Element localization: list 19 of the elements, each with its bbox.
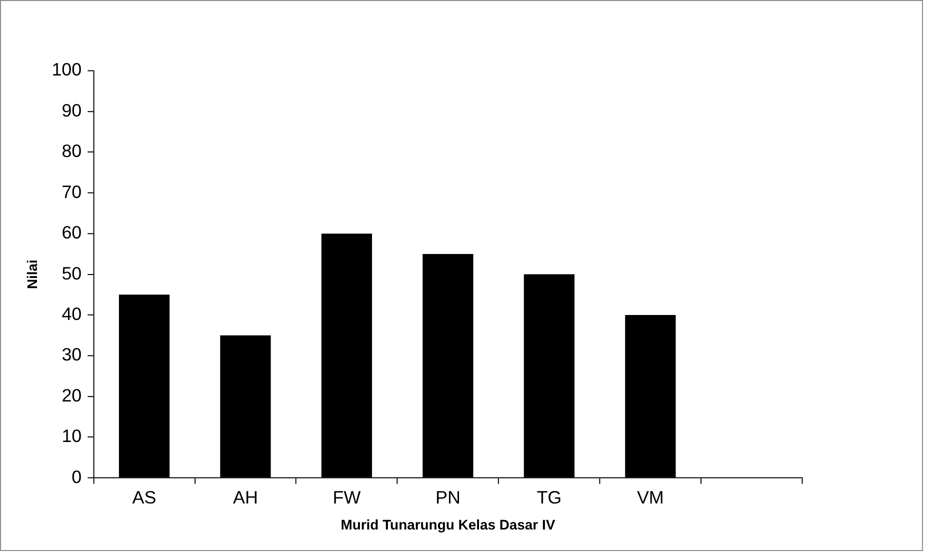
y-tick-label: 60	[62, 222, 82, 243]
y-tick-label: 40	[62, 304, 82, 324]
x-tick-label: TG	[536, 488, 562, 508]
y-tick-label: 50	[62, 263, 82, 284]
x-tick-label: AS	[132, 488, 156, 508]
y-tick-label: 30	[62, 344, 82, 365]
y-tick-label: 90	[62, 100, 82, 120]
y-tick-label: 10	[62, 426, 82, 446]
x-axis-title: Murid Tunarungu Kelas Dasar IV	[340, 516, 556, 533]
y-axis-title: Nilai	[24, 260, 40, 290]
y-tick-label: 0	[72, 466, 82, 487]
x-tick-label: VM	[636, 488, 664, 508]
y-tick-label: 20	[62, 385, 82, 406]
x-tick-label: AH	[233, 488, 258, 508]
y-tick-label: 70	[62, 182, 82, 202]
x-tick-label: FW	[332, 488, 361, 508]
y-tick-label: 100	[52, 60, 82, 80]
y-tick-label: 80	[62, 141, 82, 162]
x-tick-label: PN	[435, 488, 460, 508]
